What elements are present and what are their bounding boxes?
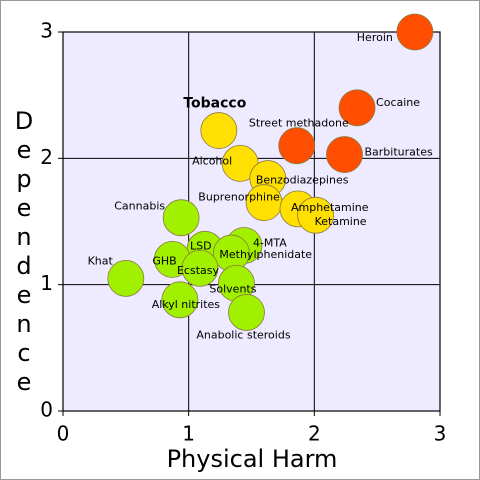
point-label: 4-MTA <box>253 237 287 250</box>
point-label: LSD <box>190 239 212 252</box>
point-label: Heroin <box>357 31 393 44</box>
point-label: Tobacco <box>183 96 246 112</box>
point-label: Cocaine <box>376 96 420 109</box>
point <box>326 136 363 173</box>
point-label: Barbiturates <box>364 146 432 159</box>
point-label: Buprenorphine <box>198 191 280 204</box>
point <box>278 127 316 165</box>
point <box>107 259 145 297</box>
y-axis-title: Dependence <box>10 107 38 397</box>
point-label: Cannabis <box>114 200 165 213</box>
y-tick-label: 1 <box>40 271 53 295</box>
x-tick-label: 3 <box>434 422 447 446</box>
point <box>338 89 376 127</box>
point-label: Street methadone <box>249 117 349 130</box>
point <box>181 249 219 287</box>
plot-area <box>62 31 441 412</box>
x-tick-label: 1 <box>182 422 195 446</box>
y-tick-label: 2 <box>40 145 53 169</box>
point-label: Benzodiazepines <box>256 174 349 187</box>
x-tick-label: 2 <box>308 422 321 446</box>
point-label: Ketamine <box>315 215 367 228</box>
point <box>161 281 199 319</box>
point-label: Ecstasy <box>177 264 220 277</box>
point-label: Alcohol <box>192 154 232 167</box>
point <box>162 199 200 237</box>
x-axis-title: Physical Harm <box>167 445 338 473</box>
point <box>297 196 334 234</box>
point-label: GHB <box>152 254 176 267</box>
point-label: Khat <box>88 254 114 267</box>
point <box>396 13 434 51</box>
x-tick-label: 0 <box>57 422 70 446</box>
point <box>228 294 265 331</box>
point-label: Amphetamine <box>291 201 369 214</box>
point-label: Anabolic steroids <box>196 328 290 341</box>
point-label: Alkyl nitrites <box>152 298 221 311</box>
y-tick-label: 3 <box>40 19 53 43</box>
y-tick-label: 0 <box>40 398 53 422</box>
point-label: Solvents <box>209 282 256 295</box>
point-label: Methylphenidate <box>219 248 312 261</box>
point <box>200 112 238 149</box>
